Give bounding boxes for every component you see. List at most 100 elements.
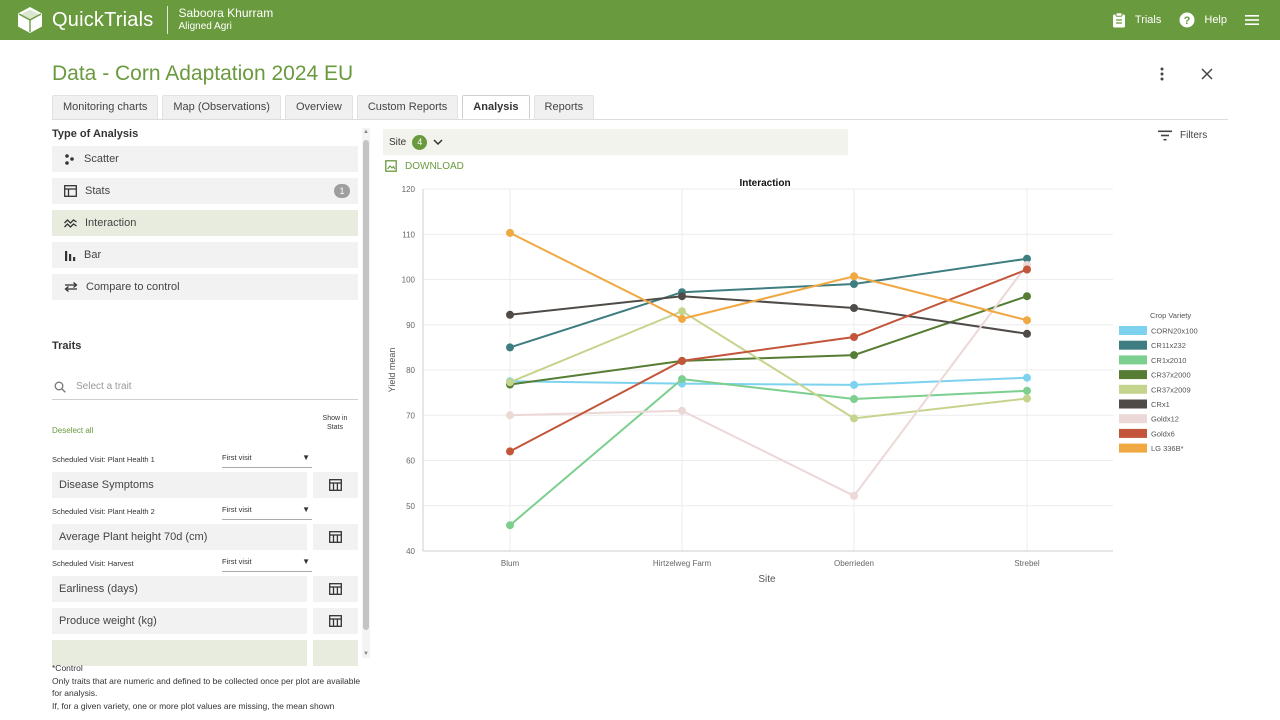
legend-swatch bbox=[1119, 414, 1147, 424]
show-in-stats-toggle[interactable] bbox=[313, 608, 358, 634]
data-point bbox=[506, 447, 514, 456]
visit-group-header: Scheduled Visit: Plant Health 2 First vi… bbox=[52, 504, 372, 524]
deselect-all-link[interactable]: Deselect all bbox=[52, 426, 94, 435]
more-vert-icon[interactable] bbox=[1154, 66, 1170, 82]
y-tick-label: 120 bbox=[402, 185, 416, 194]
data-point bbox=[1023, 329, 1031, 338]
legend-label: CR1x2010 bbox=[1151, 356, 1186, 365]
show-in-stats-toggle[interactable] bbox=[313, 472, 358, 498]
data-point bbox=[1023, 316, 1031, 325]
trait-item-selected[interactable] bbox=[52, 640, 307, 666]
tab-divider bbox=[52, 119, 1228, 120]
analysis-interaction[interactable]: Interaction bbox=[52, 210, 358, 236]
image-download-icon bbox=[385, 160, 397, 172]
visit-label: Scheduled Visit: Plant Health 1 bbox=[52, 455, 155, 464]
analysis-compare-to-control[interactable]: Compare to control bbox=[52, 274, 358, 300]
user-info[interactable]: Saboora Khurram Aligned Agri bbox=[178, 6, 273, 34]
y-tick-label: 40 bbox=[406, 547, 415, 556]
filters-label: Filters bbox=[1180, 130, 1208, 141]
header-divider bbox=[167, 6, 169, 34]
data-point bbox=[506, 228, 514, 237]
table-icon bbox=[329, 531, 342, 543]
download-button[interactable]: DOWNLOAD bbox=[385, 160, 464, 172]
tab-map-observations[interactable]: Map (Observations) bbox=[162, 95, 281, 119]
tab-overview[interactable]: Overview bbox=[284, 95, 353, 119]
data-point bbox=[850, 272, 858, 281]
trait-item[interactable]: Average Plant height 70d (cm) bbox=[52, 524, 307, 550]
show-in-stats-toggle[interactable] bbox=[313, 640, 358, 666]
data-point bbox=[506, 310, 514, 319]
trait-search[interactable]: Select a trait bbox=[52, 374, 358, 400]
visit-group-header: Scheduled Visit: Plant Health 1 First vi… bbox=[52, 452, 372, 472]
brand-name: QuickTrials bbox=[52, 8, 154, 31]
visit-select[interactable]: First visit ▼ bbox=[222, 452, 312, 468]
data-point bbox=[506, 521, 514, 530]
data-point bbox=[850, 351, 858, 360]
chart-title: Interaction bbox=[739, 178, 790, 189]
x-tick-label: Blum bbox=[501, 559, 520, 568]
analysis-bar-label: Bar bbox=[84, 249, 102, 261]
trait-item[interactable]: Produce weight (kg) bbox=[52, 608, 307, 634]
series-line bbox=[509, 257, 1028, 349]
trait-search-input[interactable]: Select a trait bbox=[76, 381, 132, 392]
tab-analysis[interactable]: Analysis bbox=[462, 95, 530, 119]
legend-label: Goldx6 bbox=[1151, 429, 1175, 438]
page-title: Data - Corn Adaptation 2024 EU bbox=[52, 62, 354, 85]
user-name: Saboora Khurram bbox=[178, 6, 274, 20]
trait-item[interactable]: Earliness (days) bbox=[52, 576, 307, 602]
scroll-down-icon[interactable]: ▼ bbox=[363, 651, 369, 657]
legend-label: CR37x2009 bbox=[1151, 385, 1191, 394]
data-point bbox=[1023, 386, 1031, 395]
analysis-bar[interactable]: Bar bbox=[52, 242, 358, 268]
analysis-footnote: *Control Only traits that are numeric an… bbox=[52, 662, 372, 712]
trait-row: Average Plant height 70d (cm) bbox=[52, 524, 372, 550]
visit-select-value: First visit bbox=[222, 557, 252, 566]
visit-select[interactable]: First visit ▼ bbox=[222, 556, 312, 572]
nav-trials[interactable]: Trials bbox=[1112, 12, 1161, 28]
data-point bbox=[678, 406, 686, 415]
series-line bbox=[509, 310, 1028, 420]
scroll-up-icon[interactable]: ▲ bbox=[363, 129, 369, 135]
visit-label: Scheduled Visit: Harvest bbox=[52, 559, 134, 568]
y-tick-label: 80 bbox=[406, 366, 415, 375]
svg-text:?: ? bbox=[1184, 15, 1191, 27]
tab-custom-reports[interactable]: Custom Reports bbox=[356, 95, 459, 119]
user-organization: Aligned Agri bbox=[178, 21, 232, 32]
trait-item[interactable]: Disease Symptoms bbox=[52, 472, 307, 498]
x-tick-label: Strebel bbox=[1014, 559, 1040, 568]
data-point bbox=[1023, 265, 1031, 274]
series-line bbox=[509, 295, 1028, 335]
trait-row: Produce weight (kg) bbox=[52, 608, 372, 634]
scrollbar-thumb[interactable] bbox=[363, 140, 369, 630]
analysis-scatter[interactable]: Scatter bbox=[52, 146, 358, 172]
main-menu-button[interactable] bbox=[1245, 14, 1268, 26]
data-point bbox=[678, 292, 686, 301]
analysis-compare-label: Compare to control bbox=[86, 281, 180, 293]
analysis-type-heading: Type of Analysis bbox=[52, 128, 139, 140]
site-filter[interactable]: Site 4 bbox=[383, 129, 848, 155]
nav-help[interactable]: ? Help bbox=[1179, 12, 1227, 28]
y-tick-label: 90 bbox=[406, 321, 415, 330]
analysis-interaction-label: Interaction bbox=[85, 217, 137, 229]
data-point bbox=[850, 333, 858, 341]
filters-button[interactable]: Filters bbox=[1158, 130, 1207, 141]
footnote-line-1: Only traits that are numeric and defined… bbox=[52, 675, 361, 699]
analysis-stats[interactable]: Stats 1 bbox=[52, 178, 358, 204]
trait-row: Earliness (days) bbox=[52, 576, 372, 602]
close-icon[interactable] bbox=[1200, 67, 1214, 81]
show-in-stats-toggle[interactable] bbox=[313, 524, 358, 550]
legend-label: CR37x2000 bbox=[1151, 371, 1191, 380]
scatter-icon bbox=[65, 154, 74, 165]
tab-monitoring-charts[interactable]: Monitoring charts bbox=[52, 95, 159, 119]
visit-select[interactable]: First visit ▼ bbox=[222, 504, 312, 520]
legend-title: Crop Variety bbox=[1150, 311, 1191, 320]
show-in-stats-toggle[interactable] bbox=[313, 576, 358, 602]
filter-icon bbox=[1158, 130, 1172, 141]
legend-swatch bbox=[1119, 399, 1147, 409]
y-tick-label: 70 bbox=[406, 411, 415, 420]
data-point bbox=[506, 343, 514, 352]
logo[interactable]: QuickTrials bbox=[16, 0, 153, 40]
tab-reports[interactable]: Reports bbox=[533, 95, 595, 119]
x-tick-label: Oberrieden bbox=[834, 559, 874, 568]
legend-label: Goldx12 bbox=[1151, 415, 1179, 424]
